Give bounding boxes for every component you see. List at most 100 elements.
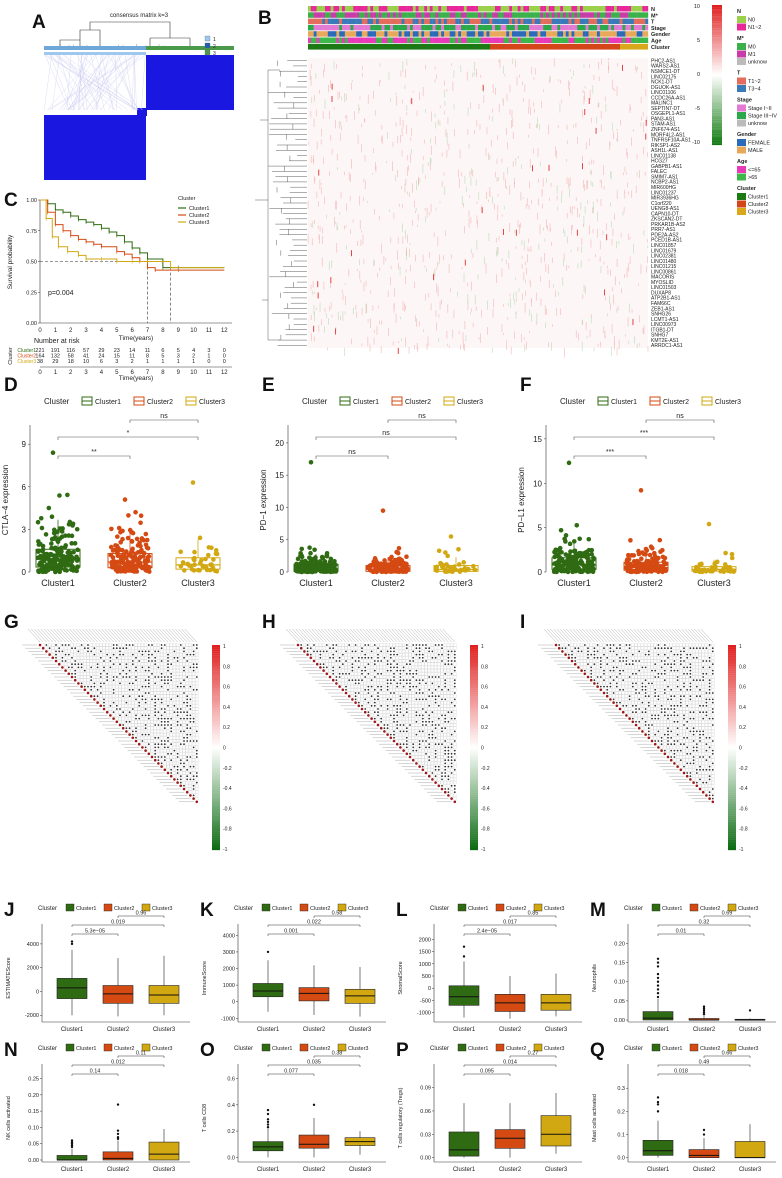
gene-label-25: LINC01237	[651, 190, 677, 196]
corr-cell	[195, 758, 199, 762]
corr-cell	[96, 697, 100, 701]
anno-cell	[594, 31, 598, 37]
data-point	[390, 566, 396, 571]
gene-label-51: ITGB1-DT	[651, 327, 674, 333]
corr-cell	[195, 777, 199, 781]
data-point	[135, 543, 141, 548]
anno-cell	[512, 12, 516, 18]
sig-label-0: **	[91, 449, 97, 456]
corr-sig	[160, 714, 163, 717]
ytick-3: 15	[533, 435, 542, 444]
corr-cell	[150, 646, 154, 650]
corr-cell	[195, 649, 199, 653]
col-label	[47, 628, 60, 643]
corr-cell	[163, 765, 167, 769]
corr-sig	[195, 676, 198, 678]
legend-swatch	[737, 50, 746, 58]
colorbar-step	[712, 93, 722, 95]
corr-cell	[163, 701, 167, 705]
data-point	[144, 537, 150, 543]
corr-cell	[192, 729, 196, 733]
corr-sig	[163, 724, 166, 726]
corr-sig	[195, 775, 198, 778]
anno-cell	[639, 18, 643, 25]
corr-sig	[167, 740, 169, 742]
anno-cell	[336, 37, 340, 43]
corr-sig	[128, 711, 131, 714]
c-xtick-10: 10	[190, 328, 197, 334]
corr-cell	[140, 656, 144, 660]
corr-cell	[115, 659, 119, 663]
anno-cell	[571, 6, 575, 12]
corr-cell	[160, 681, 164, 685]
corr-scale-step	[212, 823, 220, 826]
corr-sig	[119, 672, 121, 675]
corr-diag	[125, 730, 128, 733]
corr-sig	[157, 711, 160, 714]
corr-cell	[188, 672, 192, 676]
corr-cell	[176, 681, 180, 685]
consensus-noise	[108, 54, 133, 111]
ytick-1: 5	[280, 536, 285, 545]
corr-cell	[195, 653, 199, 657]
corr-cell	[102, 653, 106, 657]
anno-cell	[633, 24, 637, 31]
anno-cell	[574, 18, 578, 25]
corr-sig	[74, 669, 77, 672]
corr-cell	[86, 653, 90, 657]
anno-cell	[500, 6, 504, 12]
corr-scale-step	[212, 765, 220, 769]
corr-sig	[325, 644, 328, 646]
corr-sig	[147, 660, 150, 662]
gene-label-36: LINC01679	[651, 248, 677, 254]
anno-cell	[455, 12, 459, 18]
corr-sig	[195, 688, 198, 691]
corr-sig	[131, 644, 134, 646]
anno-cell	[384, 18, 388, 25]
corr-cell	[99, 678, 103, 682]
corr-cell	[156, 739, 160, 743]
legend-swatch	[737, 112, 746, 119]
colorbar-step	[712, 91, 722, 94]
anno-cell	[398, 37, 402, 43]
corr-sig	[186, 676, 189, 678]
anno-cell	[480, 12, 484, 18]
corr-cell	[179, 736, 183, 740]
anno-cell	[455, 24, 459, 31]
corr-cell	[334, 646, 338, 650]
corr-cell	[147, 729, 151, 733]
anno-cell	[322, 24, 326, 31]
corr-sig	[170, 727, 173, 730]
corr-cell	[44, 646, 48, 650]
legend-title-2: T	[737, 71, 741, 77]
corr-cell	[80, 659, 84, 663]
corr-sig	[313, 644, 315, 646]
anno-cell	[469, 31, 473, 37]
corr-cell	[176, 742, 180, 746]
corr-sig	[367, 644, 370, 646]
corr-cell	[156, 729, 160, 733]
data-point	[145, 545, 151, 551]
consensus-noise	[84, 54, 140, 111]
corr-cell	[121, 643, 125, 647]
corr-cell	[108, 681, 112, 685]
corr-cell	[195, 656, 199, 660]
anno-cell	[520, 6, 524, 12]
corr-scale-step	[212, 708, 220, 711]
anno-cell	[336, 6, 340, 12]
data-point	[118, 539, 124, 545]
consensus-noise	[65, 54, 102, 111]
corr-sig	[99, 685, 102, 688]
corr-cell	[115, 713, 119, 717]
anno-cell	[509, 6, 513, 12]
anno-cell	[404, 37, 408, 43]
data-point	[112, 547, 118, 553]
corr-cell	[83, 653, 87, 657]
corr-cell	[137, 736, 141, 740]
corr-cell	[144, 688, 148, 692]
corr-cell	[60, 646, 64, 650]
corr-cell	[134, 649, 138, 653]
anno-cell	[395, 24, 399, 31]
corr-cell	[73, 653, 77, 657]
consensus-noise	[67, 54, 135, 111]
